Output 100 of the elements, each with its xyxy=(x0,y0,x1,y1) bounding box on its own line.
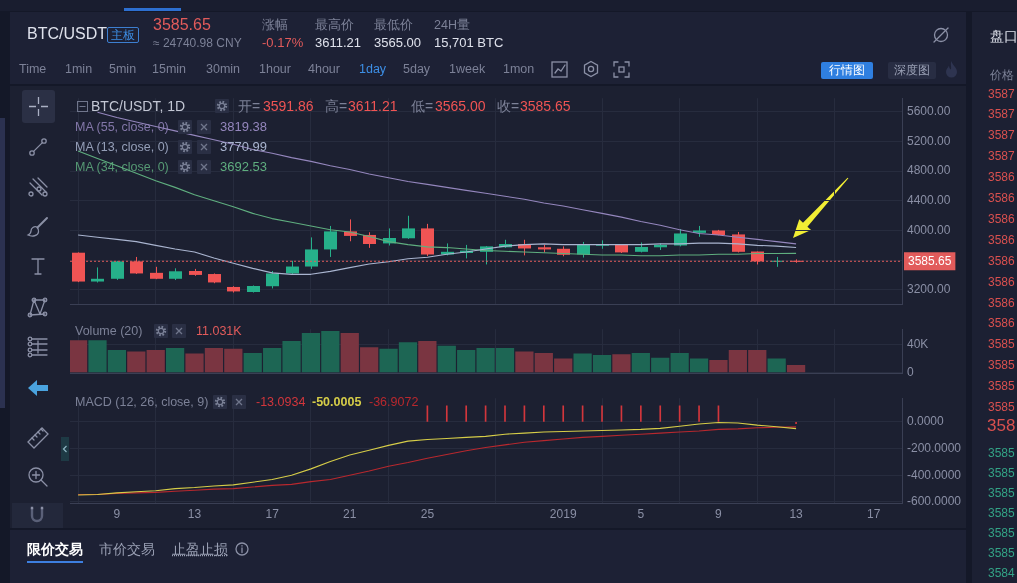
text: 3587 xyxy=(988,149,1015,165)
text: Time xyxy=(19,61,47,77)
text: 3586 xyxy=(988,295,1015,311)
x-tick-label: 9 xyxy=(715,506,723,521)
text: 3585 xyxy=(988,545,1015,561)
annotation: 开= xyxy=(238,97,261,115)
text: ≈ 24740.98 CNY xyxy=(153,35,242,51)
y-tick-label: 0 xyxy=(907,365,914,380)
annotation: -36.9072 xyxy=(369,394,419,410)
annotation: 收= xyxy=(497,97,520,115)
annotation: 3611.21 xyxy=(348,97,398,115)
candlestick xyxy=(324,225,337,258)
text: 5min xyxy=(109,61,137,77)
text: 3585 xyxy=(988,485,1015,501)
text: 3584 xyxy=(988,565,1015,581)
text: 3585 xyxy=(988,445,1015,461)
text: 限价交易 xyxy=(27,540,83,558)
text: 深度图 xyxy=(888,61,936,79)
ref-line-label: 3585.65 xyxy=(908,254,952,269)
x-tick-label: 5 xyxy=(637,506,645,521)
y-tick-label: 4800.00 xyxy=(907,163,951,178)
bar xyxy=(767,358,786,373)
bar xyxy=(165,347,185,373)
text: 市价交易 xyxy=(99,540,155,558)
chart-title: MACD (12, 26, close, 9) xyxy=(75,394,209,410)
bar xyxy=(127,351,146,373)
text: 1hour xyxy=(259,61,291,77)
text: 1mon xyxy=(503,61,535,77)
text: 3585.65 xyxy=(153,15,211,35)
text: 3586 xyxy=(988,232,1015,248)
text: 15min xyxy=(152,61,187,77)
x-tick-label: 21 xyxy=(343,506,357,521)
text: -0.17% xyxy=(262,35,304,51)
bar xyxy=(786,364,806,373)
text: BTC/USDT xyxy=(27,24,107,44)
x-tick-label: 2019 xyxy=(549,506,577,521)
x-tick-label: 13 xyxy=(789,506,804,521)
x-tick-label: 9 xyxy=(113,506,121,521)
annotation: -50.0005 xyxy=(312,394,362,410)
text: 最高价 xyxy=(315,17,354,33)
bar xyxy=(418,340,437,373)
annotation: 高= xyxy=(325,97,348,115)
y-tick-label: 5200.00 xyxy=(907,133,951,148)
text: 3586 xyxy=(988,170,1015,186)
text: 3587 xyxy=(988,107,1015,123)
candlestick xyxy=(402,215,415,240)
text: 3586 xyxy=(988,253,1015,269)
y-tick-label: 4000.00 xyxy=(907,222,951,237)
text: 358 xyxy=(987,414,1016,436)
text: 3585 xyxy=(988,465,1015,481)
text: 3586 xyxy=(988,316,1015,332)
text: 3585 xyxy=(988,525,1015,541)
text: 最低价 xyxy=(374,17,413,33)
annotation: 低= xyxy=(411,97,434,115)
y-tick-label: -200.0000 xyxy=(907,440,962,455)
text: 3587 xyxy=(988,86,1015,102)
text: MA (13, close, 0) xyxy=(75,139,169,155)
y-tick-label: 3200.00 xyxy=(907,282,951,297)
text: 涨幅 xyxy=(262,17,288,33)
annotation: 3585.65 xyxy=(520,97,571,115)
y-tick-label: 0.0000 xyxy=(907,414,945,429)
chart-title: BTC/USDT, 1D xyxy=(91,97,186,115)
text: 主板 xyxy=(107,26,139,43)
text: 3585 xyxy=(988,505,1015,521)
text: 1min xyxy=(65,61,93,77)
text: 5day xyxy=(403,61,431,77)
text: 3585 xyxy=(988,358,1015,374)
bar xyxy=(612,354,631,373)
annotation: -13.0934 xyxy=(256,394,306,410)
text: 3585 xyxy=(988,337,1015,353)
text: 30min xyxy=(206,61,241,77)
text: 3585 xyxy=(988,400,1015,415)
y-tick-label: -400.0000 xyxy=(907,467,962,482)
text: 3586 xyxy=(988,211,1015,227)
bar xyxy=(70,340,88,373)
text: 3586 xyxy=(988,274,1015,290)
x-tick-label: 17 xyxy=(265,506,280,521)
text: 4hour xyxy=(308,61,340,77)
text: 止盈止损 xyxy=(172,540,228,558)
annotation: 11.031K xyxy=(196,323,242,339)
annotation: 3565.00 xyxy=(435,97,486,115)
text: 1week xyxy=(449,61,486,77)
annotation: 3819.38 xyxy=(220,119,267,135)
text: 24H量 xyxy=(434,17,470,33)
text: 盘口 xyxy=(990,27,1017,45)
y-tick-label: 4400.00 xyxy=(907,193,951,208)
x-tick-label: 13 xyxy=(187,506,202,521)
text: 3611.21 xyxy=(315,35,362,51)
text: 15,701 BTC xyxy=(434,35,504,51)
y-tick-label: 5600.00 xyxy=(907,103,951,118)
y-tick-label: 40K xyxy=(907,336,929,351)
x-tick-label: 17 xyxy=(867,506,881,521)
text: 3585 xyxy=(988,379,1015,395)
x-tick-label: 25 xyxy=(420,506,435,521)
text: 3586 xyxy=(988,191,1015,206)
series-label: MA (34, close, 0) xyxy=(75,159,169,175)
annotation: 3591.86 xyxy=(263,97,314,115)
text: 3587 xyxy=(988,128,1015,144)
text: 1day xyxy=(359,61,387,77)
text: 行情图 xyxy=(821,61,873,79)
